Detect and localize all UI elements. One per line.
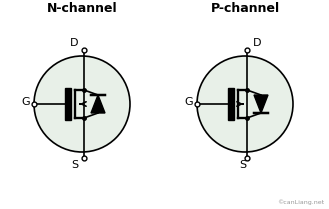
Text: G: G [184,97,193,107]
Circle shape [34,56,130,152]
Polygon shape [91,95,105,113]
Text: S: S [240,160,246,170]
Text: D: D [253,38,262,48]
Bar [228,88,234,120]
Text: S: S [71,160,78,170]
Text: ©canLiang.net: ©canLiang.net [277,199,324,205]
Circle shape [197,56,293,152]
Bar [65,88,71,120]
Text: N-channel: N-channel [47,2,117,15]
Text: P-channel: P-channel [211,2,280,15]
Text: D: D [69,38,78,48]
Polygon shape [254,95,268,113]
Text: G: G [21,97,30,107]
